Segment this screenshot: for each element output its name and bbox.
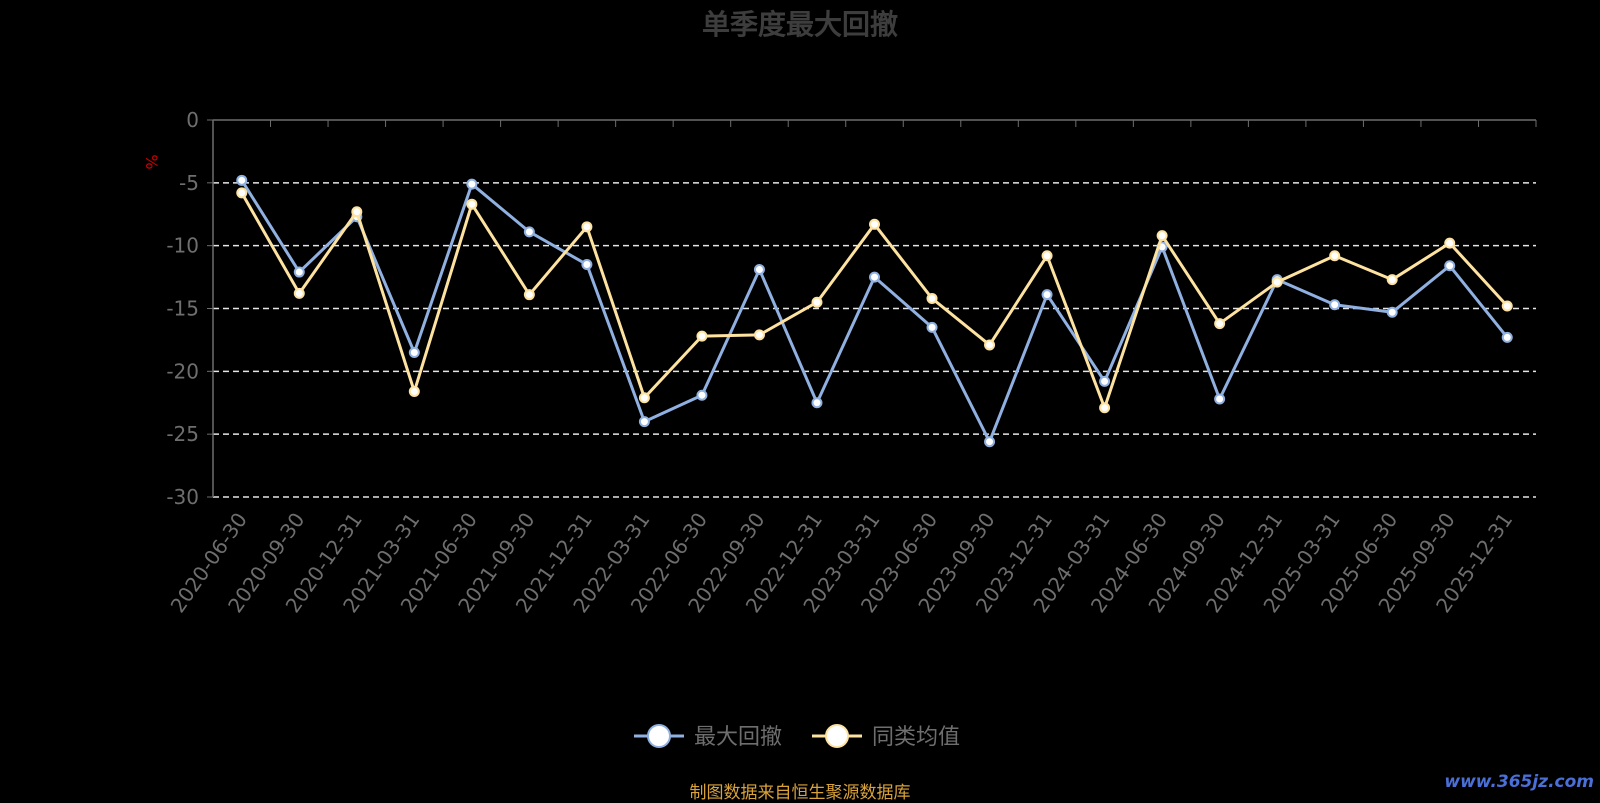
data-point[interactable]	[811, 397, 823, 409]
data-point[interactable]	[1444, 260, 1456, 272]
legend-item[interactable]: 同类均值	[812, 724, 960, 750]
data-point[interactable]	[1386, 274, 1398, 286]
data-source-note: 制图数据来自恒生聚源数据库	[689, 783, 911, 803]
data-point[interactable]	[466, 198, 478, 210]
data-point[interactable]	[1099, 375, 1111, 387]
data-point[interactable]	[236, 187, 248, 199]
legend-label: 最大回撤	[694, 725, 782, 750]
data-point[interactable]	[638, 416, 650, 428]
data-point[interactable]	[1041, 250, 1053, 262]
legend-marker	[647, 724, 671, 748]
data-point[interactable]	[696, 330, 708, 342]
data-point[interactable]	[1099, 402, 1111, 414]
data-point[interactable]	[696, 389, 708, 401]
data-point[interactable]	[408, 385, 420, 397]
x-tick-labels: 2020-06-302020-09-302020-12-312021-03-31…	[166, 508, 1518, 617]
data-point[interactable]	[523, 226, 535, 238]
y-tick-label: -25	[166, 422, 199, 446]
data-point[interactable]	[581, 221, 593, 233]
y-tick-label: -10	[166, 234, 199, 258]
data-point[interactable]	[926, 321, 938, 333]
data-point[interactable]	[926, 292, 938, 304]
y-tick-label: -20	[166, 359, 199, 383]
grid-lines	[213, 182, 1536, 498]
data-point[interactable]	[753, 264, 765, 276]
data-point[interactable]	[1156, 230, 1168, 242]
axes	[207, 119, 1537, 498]
data-point[interactable]	[236, 174, 248, 186]
data-point[interactable]	[1271, 276, 1283, 288]
data-point[interactable]	[1214, 318, 1226, 330]
data-point[interactable]	[293, 287, 305, 299]
watermark: www.365jz.com	[1444, 772, 1594, 792]
data-point[interactable]	[638, 392, 650, 404]
data-point[interactable]	[1214, 393, 1226, 405]
data-point[interactable]	[408, 346, 420, 358]
data-point[interactable]	[811, 296, 823, 308]
legend-marker	[825, 724, 849, 748]
y-tick-label: -30	[166, 485, 199, 509]
series-1	[236, 174, 1513, 448]
series-2	[236, 187, 1513, 414]
data-point[interactable]	[523, 289, 535, 301]
data-point[interactable]	[869, 271, 880, 283]
chart-title: 单季度最大回撤	[702, 8, 898, 41]
data-point[interactable]	[1501, 331, 1513, 343]
y-tick-label: -5	[179, 171, 199, 195]
legend[interactable]: 最大回撤 同类均值	[634, 724, 960, 750]
y-axis-unit: %	[142, 154, 161, 169]
data-point[interactable]	[1444, 237, 1456, 249]
data-point[interactable]	[581, 259, 593, 271]
data-point[interactable]	[1501, 300, 1513, 312]
data-point[interactable]	[984, 339, 996, 351]
y-tick-label: 0	[186, 108, 199, 132]
series-group	[236, 174, 1513, 448]
data-point[interactable]	[753, 329, 765, 341]
data-point[interactable]	[1386, 306, 1398, 318]
data-point[interactable]	[869, 218, 880, 230]
data-point[interactable]	[293, 266, 305, 278]
data-point[interactable]	[1329, 250, 1341, 262]
legend-item[interactable]: 最大回撤	[634, 724, 782, 750]
data-point[interactable]	[1041, 289, 1053, 301]
legend-label: 同类均值	[872, 725, 960, 750]
data-point[interactable]	[466, 178, 478, 190]
data-point[interactable]	[1329, 299, 1341, 311]
data-point[interactable]	[984, 436, 996, 448]
data-point[interactable]	[351, 206, 363, 218]
y-tick-labels: 0 -5 -10 -15 -20 -25 -30	[166, 108, 199, 509]
y-tick-label: -15	[166, 297, 199, 321]
